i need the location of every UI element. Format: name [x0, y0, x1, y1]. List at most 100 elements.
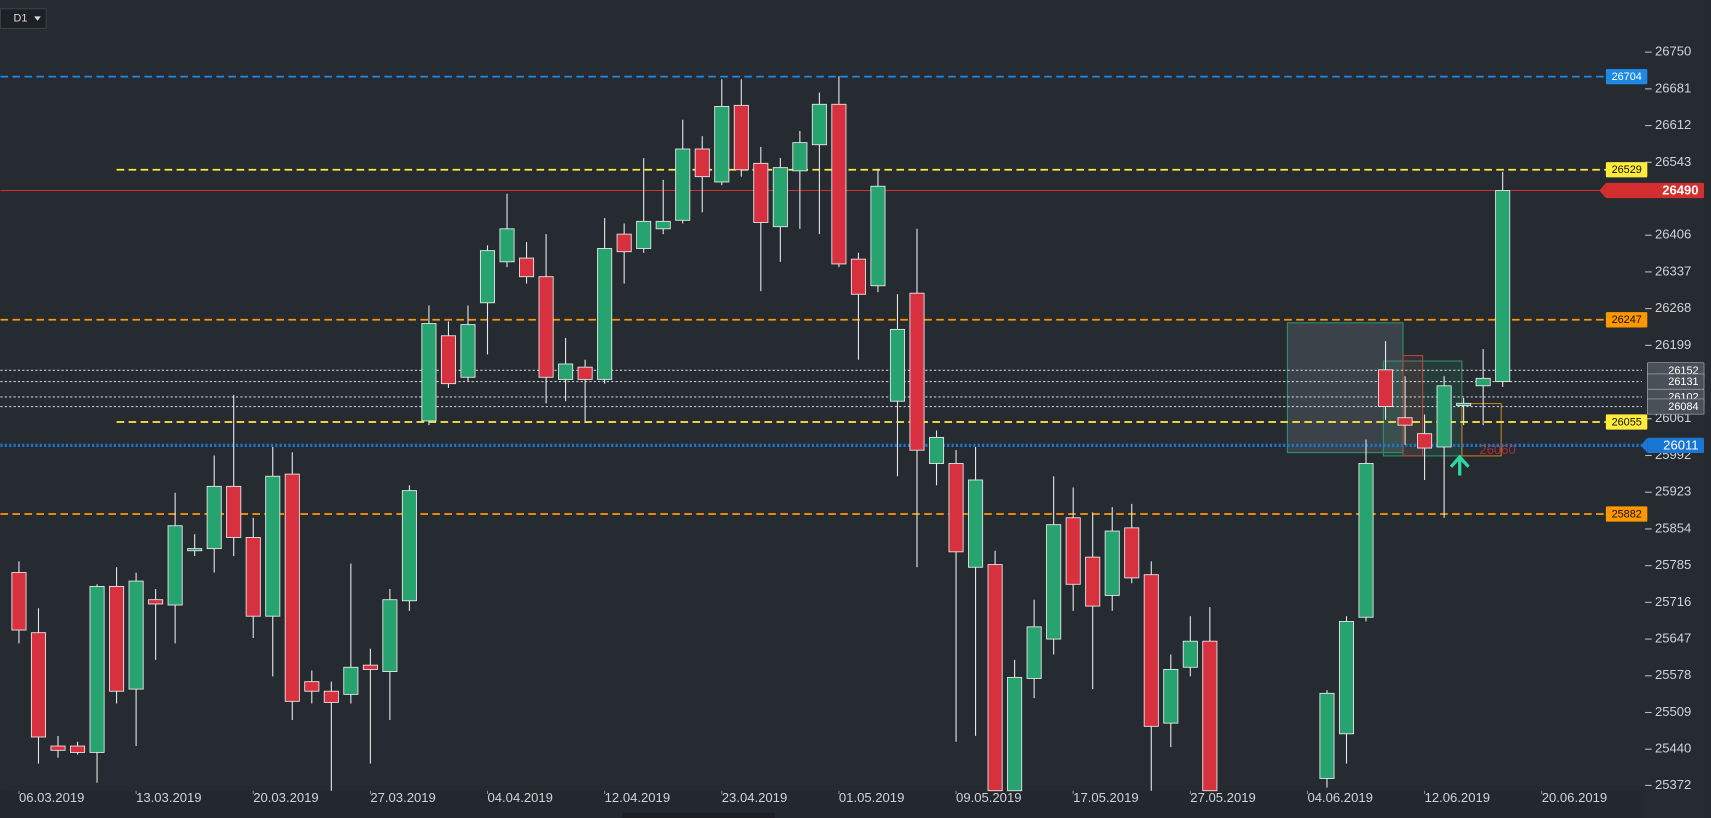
price-tag-label: 26247	[1612, 314, 1642, 326]
candle-body	[616, 233, 632, 253]
y-tick-label: 26337	[1655, 263, 1691, 278]
price-tag-label: 26529	[1612, 164, 1642, 176]
candle-body	[636, 220, 652, 249]
y-tick-label: 25440	[1655, 741, 1691, 756]
candle-body	[1026, 626, 1042, 679]
x-tick-label: 27.03.2019	[370, 790, 435, 805]
candle-body	[694, 148, 710, 178]
candle-body	[1495, 190, 1511, 382]
x-tick-label: 12.04.2019	[605, 790, 670, 805]
candle-body	[577, 366, 593, 380]
y-tick-label: 25716	[1655, 594, 1691, 609]
tag-pointer	[1640, 437, 1648, 454]
y-tick-label: 26268	[1655, 300, 1691, 315]
price-tag-label: 26011	[1663, 437, 1698, 452]
y-tick-label: 25923	[1655, 484, 1691, 499]
x-tick-label: 23.04.2019	[722, 790, 787, 805]
candle-body	[1397, 417, 1413, 426]
candle-body	[362, 664, 378, 670]
candle-body	[948, 463, 964, 553]
price-tag	[1646, 398, 1705, 415]
candle-body	[245, 537, 261, 617]
candle-body	[479, 250, 496, 304]
candle-body	[11, 572, 27, 631]
candle-body	[928, 436, 945, 464]
annotation: 26060	[1479, 442, 1515, 457]
candle-body	[538, 276, 554, 378]
candle-body	[558, 363, 574, 380]
candle-body	[265, 475, 281, 617]
price-tag	[1605, 182, 1705, 199]
candle-body	[753, 162, 769, 223]
y-tick-label: 26612	[1655, 117, 1691, 132]
candle-body	[89, 585, 105, 753]
candle-body	[870, 185, 886, 287]
x-tick-label: 20.06.2019	[1542, 790, 1607, 805]
candle-body	[1104, 530, 1120, 596]
candle-body	[109, 585, 125, 692]
candle-body	[1143, 574, 1159, 727]
candle-body	[382, 599, 398, 672]
timeframe: D1	[14, 12, 28, 24]
zone	[1402, 355, 1424, 457]
scrollbar[interactable]	[622, 812, 775, 818]
x-tick-label: 04.04.2019	[488, 790, 553, 805]
y-tick-label: 26750	[1655, 44, 1691, 59]
candle-body	[460, 324, 476, 378]
candle-body	[323, 690, 339, 703]
price-tag-label: 26084	[1668, 401, 1698, 413]
candle-body	[1436, 385, 1452, 448]
candle-body	[1182, 640, 1198, 668]
candle-body	[1065, 517, 1081, 585]
candle-body	[226, 485, 242, 538]
price-tag	[1605, 312, 1648, 328]
y-tick-label: 25785	[1655, 557, 1691, 572]
candle-body	[50, 745, 66, 751]
candle-body	[1046, 524, 1062, 640]
y-tick-label: 26406	[1655, 227, 1691, 242]
x-tick-label: 13.03.2019	[136, 790, 201, 805]
price-tag	[1605, 162, 1648, 178]
candle-body	[772, 167, 788, 228]
y-tick-label: 26543	[1655, 154, 1691, 169]
candle-body	[1124, 527, 1140, 579]
y-tick-label: 25578	[1655, 667, 1691, 682]
y-tick-label: 25647	[1655, 631, 1691, 646]
candle-body	[889, 328, 906, 402]
y-tick-label: 25372	[1655, 777, 1691, 792]
x-tick-label: 06.03.2019	[19, 790, 84, 805]
y-tick-label: 26681	[1655, 80, 1691, 95]
timeframe-select[interactable]	[0, 8, 47, 29]
candle-body	[30, 632, 47, 738]
price-tag	[1605, 506, 1648, 522]
candle-body	[811, 103, 827, 146]
candle-body	[1202, 640, 1218, 792]
price-tag	[1605, 414, 1648, 430]
candle-body	[1338, 621, 1355, 735]
candle-body	[1456, 402, 1472, 406]
candle-body	[1007, 676, 1023, 792]
price-tag	[1647, 437, 1705, 454]
x-axis-strip	[0, 790, 1642, 818]
candle-body	[440, 335, 456, 385]
candle-body	[1319, 692, 1335, 779]
candle-body	[831, 103, 847, 265]
price-tag-label: 26131	[1668, 376, 1698, 388]
candle-body	[850, 258, 866, 295]
candle-body	[1475, 377, 1491, 387]
candle-body	[401, 490, 417, 602]
candle-body	[655, 220, 671, 230]
candle-body	[1358, 463, 1374, 618]
candle-body	[148, 599, 164, 605]
candle-body	[733, 104, 749, 171]
candle-body	[987, 564, 1003, 792]
candle-body	[343, 666, 359, 695]
x-tick-label: 17.05.2019	[1073, 790, 1138, 805]
candle-body	[206, 485, 222, 550]
price-tag-label: 26055	[1612, 416, 1642, 428]
signal-arrow	[1449, 454, 1470, 476]
candle-body	[128, 580, 144, 690]
x-tick-label: 09.05.2019	[956, 790, 1021, 805]
